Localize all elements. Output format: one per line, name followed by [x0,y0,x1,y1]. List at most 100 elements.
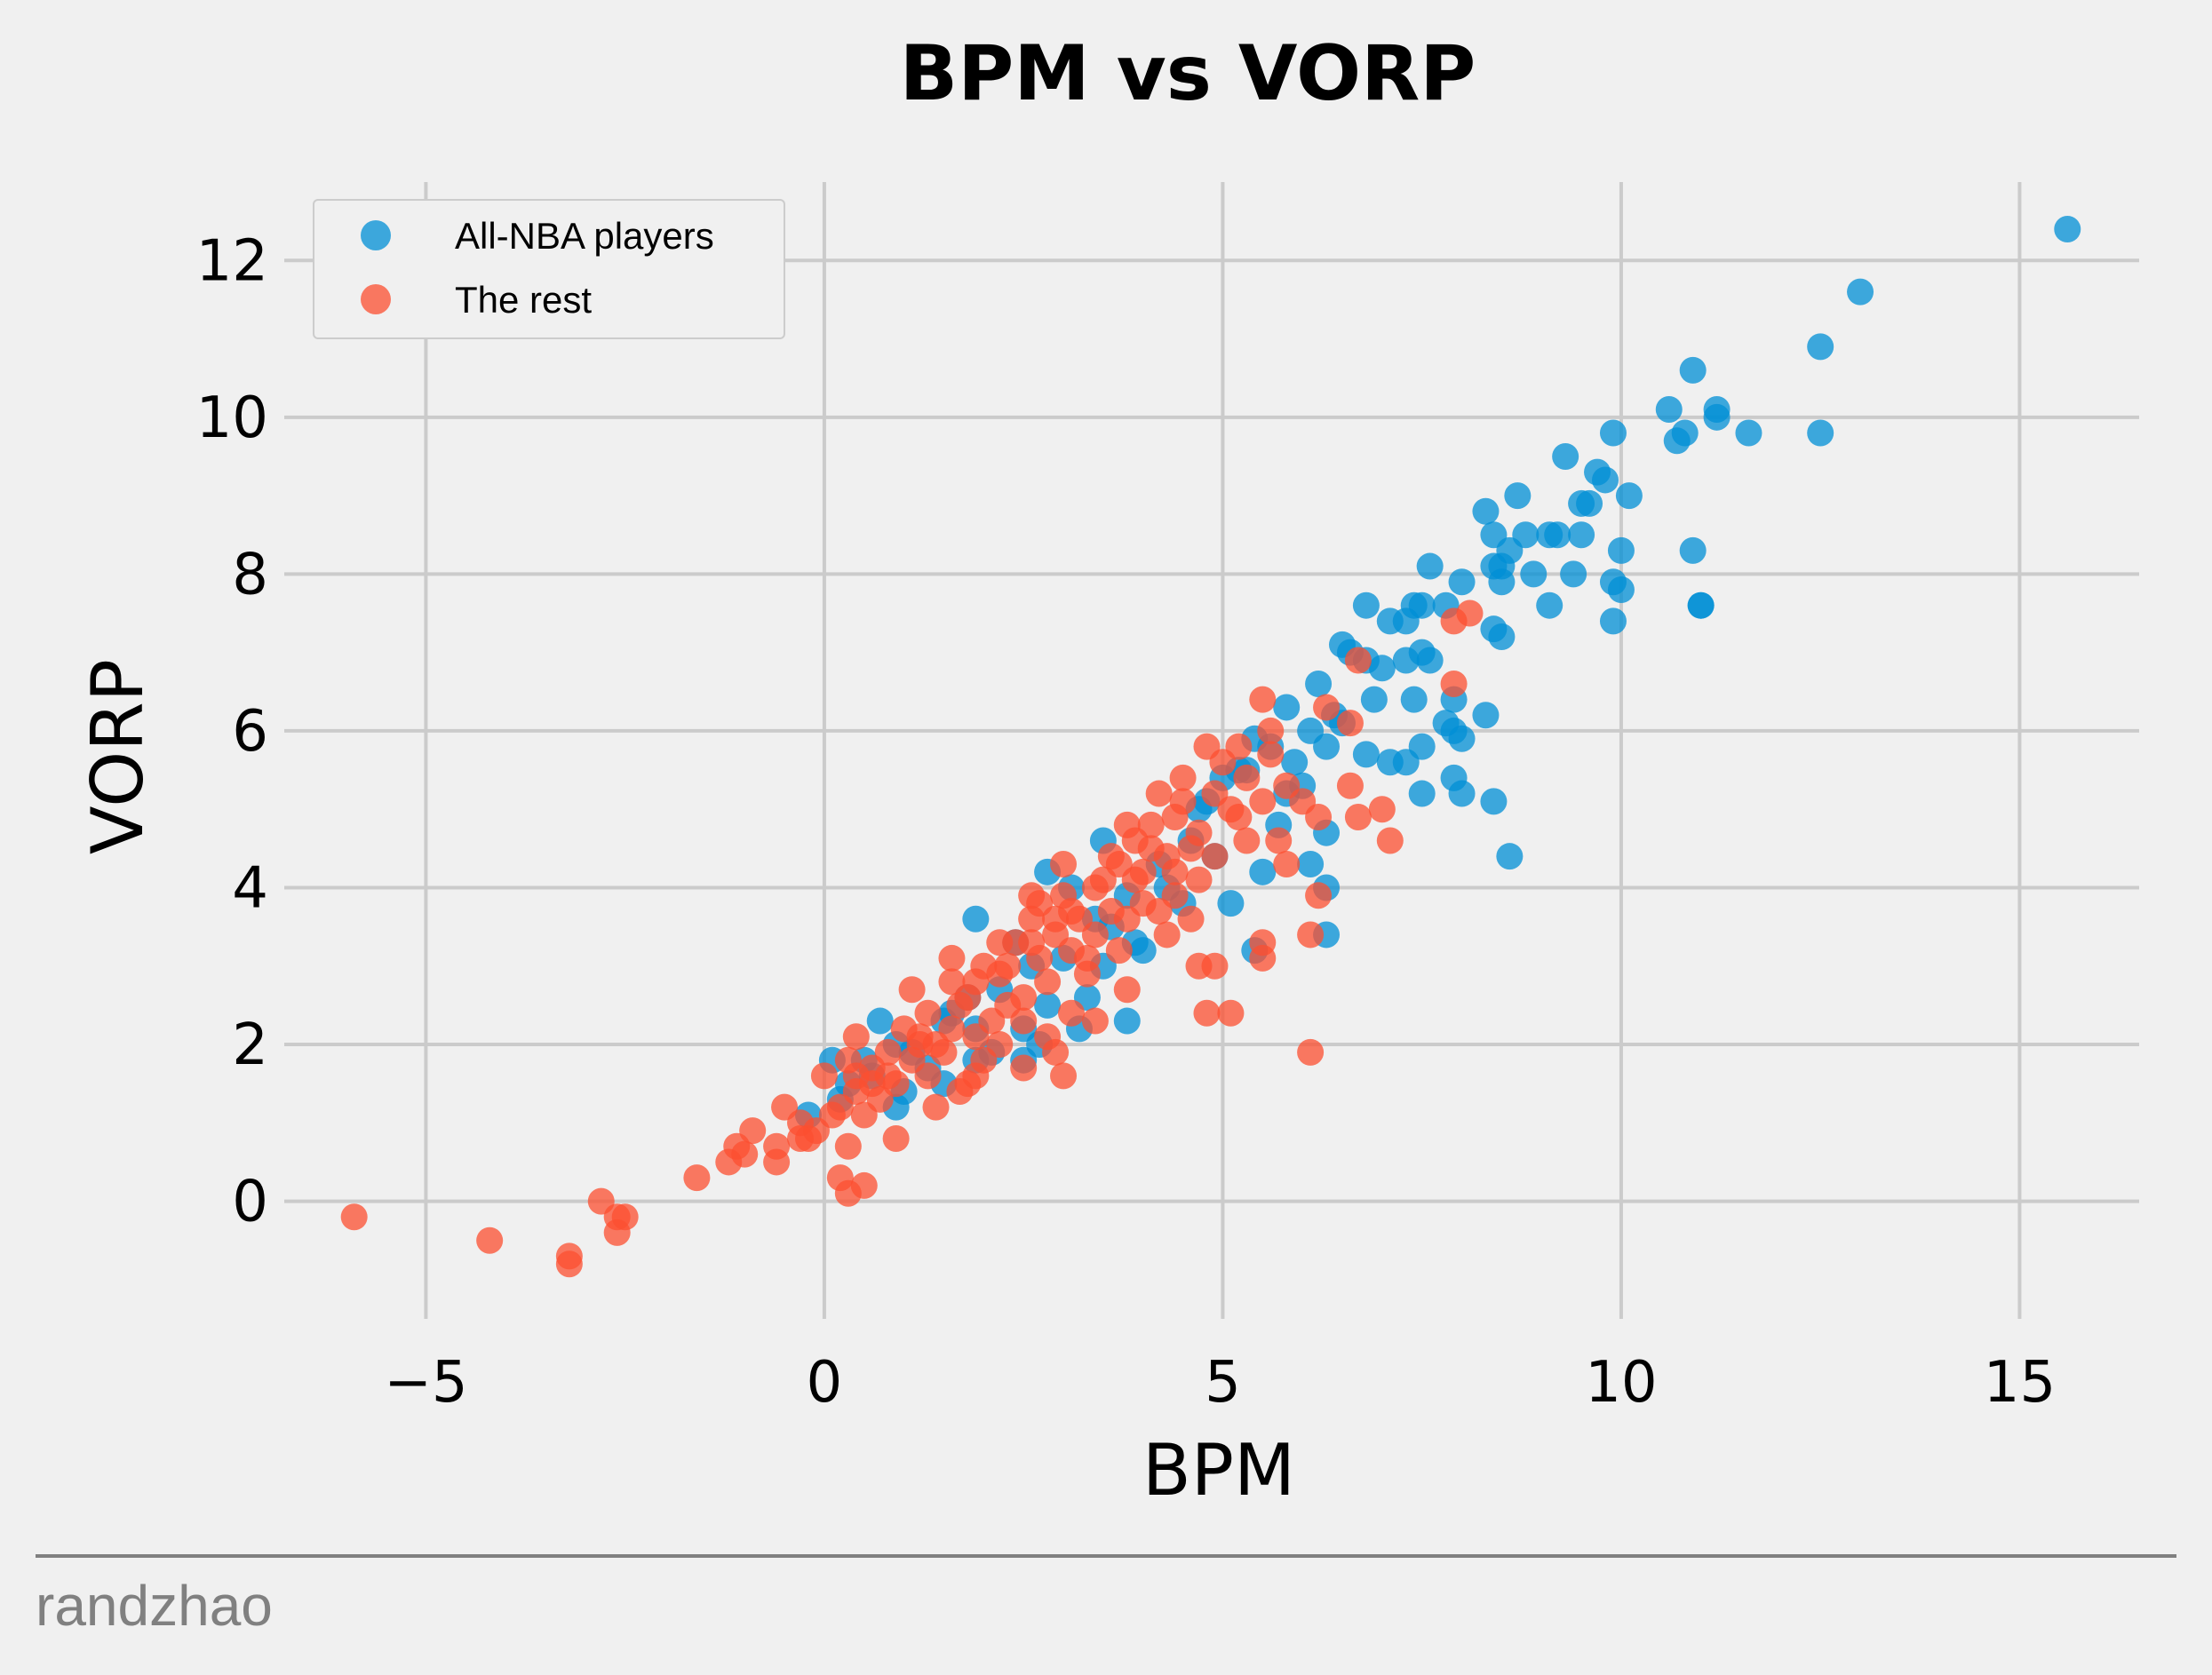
scatter-point [1368,796,1396,823]
scatter-point [1488,623,1516,650]
y-tick-label: 6 [232,699,268,765]
scatter-point [866,1007,894,1035]
legend-label-the-rest: The rest [455,279,592,321]
scatter-point [1576,489,1603,517]
scatter-point [874,1062,902,1090]
y-tick-label: 10 [196,385,268,451]
scatter-point [1185,866,1213,893]
scatter-point [763,1148,791,1176]
scatter-point [1225,733,1253,760]
scatter-point [826,1093,854,1121]
x-tick-label: 0 [807,1350,843,1416]
data-points [340,215,2081,1278]
legend-label-all-nba: All-NBA players [455,215,714,257]
scatter-point [1177,905,1205,933]
scatter-point [1352,741,1380,768]
scatter-point [1599,419,1627,447]
scatter-point [1073,944,1101,972]
scatter-point [1161,858,1189,885]
scatter-point [914,999,942,1027]
scatter-point [2054,215,2081,242]
scatter-point [882,1124,910,1152]
scatter-point [1448,568,1476,596]
scatter-point [1480,788,1508,815]
scatter-point [898,976,926,1004]
scatter-point [1097,843,1125,870]
scatter-point [683,1164,711,1192]
scatter-point [1042,905,1070,933]
scatter-point [930,1038,958,1066]
scatter-point [1034,1023,1062,1051]
scatter-point [476,1226,504,1254]
scatter-point [1034,991,1062,1019]
scatter-point [1496,843,1524,870]
scatter-point [1281,749,1309,776]
scatter-point [1050,1062,1078,1090]
scatter-point [1591,466,1619,494]
legend: All-NBA players The rest [313,199,785,339]
scatter-point [1217,890,1245,917]
scatter-point [1703,403,1731,431]
scatter-point [603,1219,631,1246]
y-tick-label: 4 [232,855,268,921]
scatter-point [842,1023,870,1051]
y-tick-label: 0 [232,1170,268,1235]
scatter-point [1408,780,1436,807]
y-axis-label: VORP [76,659,159,854]
scatter-point [1185,952,1213,980]
scatter-point [1145,780,1173,807]
scatter-point [1488,568,1516,596]
scatter-point [850,1171,878,1199]
scatter-point [1847,278,1874,306]
scatter-point [1472,702,1500,729]
scatter-point [1257,717,1285,744]
scatter-point [1416,647,1444,674]
scatter-point [922,1093,950,1121]
scatter-point [1081,1007,1109,1035]
x-tick-label: −5 [384,1350,467,1416]
scatter-point [1193,999,1221,1027]
scatter-point [1336,710,1364,737]
scatter-point [340,1203,368,1231]
series-the-rest [340,599,1484,1278]
scatter-point [1153,921,1181,949]
scatter-point [1297,851,1325,877]
scatter-point [810,1062,838,1090]
scatter-point [1233,764,1261,791]
scatter-point [1034,968,1062,996]
scatter-point [1807,333,1834,361]
scatter-point [1233,827,1261,854]
legend-marker-the-rest [361,284,391,314]
x-tick-label: 10 [1585,1350,1657,1416]
series-all-nba-players [794,215,2081,1129]
scatter-point [1615,482,1643,510]
scatter-point [1121,866,1149,893]
scatter-point [1018,929,1046,957]
scatter-point [1105,937,1133,965]
scatter-point [1344,647,1372,674]
scatter-point [1352,591,1380,619]
scatter-point [1137,835,1165,862]
scatter-point [1113,976,1141,1004]
scatter-point [986,929,1014,957]
legend-frame [313,199,785,339]
scatter-point [834,1132,862,1160]
scatter-point [731,1140,759,1168]
scatter-point [1169,788,1197,815]
scatter-point [1392,607,1420,635]
scatter-point [555,1250,583,1278]
scatter-point [1257,741,1285,768]
tick-labels: −5 0 5 10 15 0 2 4 6 8 10 12 [196,228,2057,1416]
scatter-point [1679,536,1707,564]
scatter-point [1599,607,1627,635]
scatter-point [1536,591,1564,619]
scatter-point [739,1117,767,1145]
scatter-point [938,944,966,972]
scatter-point [1448,780,1476,807]
scatter-point [1305,882,1333,909]
scatter-point [986,960,1014,988]
scatter-point [1504,482,1532,510]
y-tick-label: 8 [232,542,268,607]
scatter-point [1552,442,1579,470]
scatter-point [1137,811,1165,838]
